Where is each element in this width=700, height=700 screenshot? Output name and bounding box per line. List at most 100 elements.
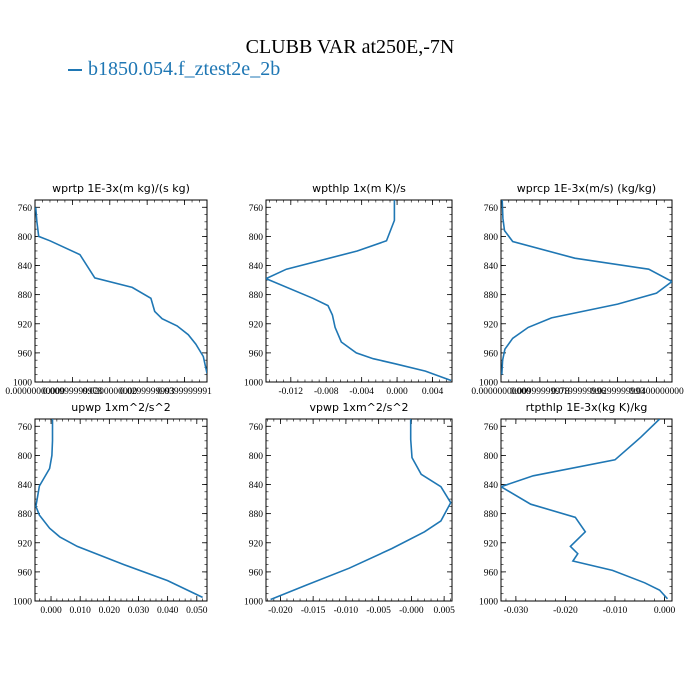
x-tick-label: 0.005 [433, 606, 455, 616]
series-line [270, 419, 452, 601]
x-tick-label: 0.010 [69, 606, 91, 616]
y-tick-label: 760 [484, 423, 499, 433]
y-tick-label: 800 [484, 233, 499, 243]
series-line [266, 200, 452, 382]
y-tick-label: 760 [18, 423, 33, 433]
y-tick-label: 920 [484, 320, 499, 330]
y-tick-label: 760 [484, 204, 499, 214]
y-tick-label: 880 [484, 510, 499, 520]
panel-title: wpthlp 1x(m K)/s [312, 182, 406, 195]
x-tick-label: 0.0200000000 [82, 387, 137, 397]
y-tick-label: 960 [484, 349, 499, 359]
y-tick-label: 960 [18, 568, 33, 578]
x-tick-label: -0.010 [603, 606, 628, 616]
x-tick-label: -0.005 [366, 606, 391, 616]
y-tick-label: 880 [18, 510, 33, 520]
x-tick-label: 0.020 [99, 606, 121, 616]
y-tick-label: 800 [249, 233, 264, 243]
x-tick-label: 0.000 [654, 606, 676, 616]
panel-1: wprtp 1E-3x(m kg)/(s kg) 760 800 840 880 920 9… [5, 182, 212, 397]
y-tick-label: 960 [249, 568, 264, 578]
x-tick-label: 0.0299999993 [590, 387, 645, 397]
y-tick-label: 880 [249, 291, 264, 301]
x-tick-label: -0.030 [504, 606, 529, 616]
y-tick-label: 920 [249, 320, 264, 330]
series-line [35, 419, 203, 599]
panel-2: wpthlp 1x(m K)/s 760 800 840 880 920 960 1000 -0… [244, 182, 453, 397]
panel-title: wprcp 1E-3x(m/s) (kg/kg) [517, 182, 656, 195]
x-tick-label: 0.0400000000 [629, 387, 684, 397]
y-tick-label: 880 [18, 291, 33, 301]
x-tick-label: 0.0399999991 [157, 387, 212, 397]
y-tick-label: 840 [18, 262, 33, 272]
x-tick-label: -0.010 [334, 606, 359, 616]
y-tick-label: 920 [484, 539, 499, 549]
y-tick-label: 760 [18, 204, 33, 214]
x-tick-label: -0.000 [399, 606, 424, 616]
panel-4: upwp 1xm^2/s^2 760 800 840 880 920 960 1000 0.00… [13, 401, 208, 616]
x-tick-label: 0.0299999993 [120, 387, 175, 397]
y-tick-label: 960 [484, 568, 499, 578]
y-tick-label: 840 [249, 262, 264, 272]
series-line [501, 419, 669, 600]
series-line [501, 200, 672, 375]
x-tick-label: 0.00000000000 [471, 387, 531, 397]
y-tick-label: 760 [249, 204, 264, 214]
y-tick-label: 800 [484, 452, 499, 462]
y-tick-label: 880 [484, 291, 499, 301]
legend-line-swatch [68, 69, 82, 72]
x-tick-label: 0.000 [386, 387, 408, 397]
x-tick-label: 0.040 [157, 606, 179, 616]
y-tick-label: 1000 [13, 379, 32, 389]
y-tick-label: 1000 [244, 379, 263, 389]
x-tick-label: 0.050 [186, 606, 208, 616]
y-tick-label: 880 [249, 510, 264, 520]
y-tick-label: 920 [18, 320, 33, 330]
y-tick-label: 1000 [479, 379, 498, 389]
y-tick-label: 1000 [13, 598, 32, 608]
x-tick-label: -0.020 [268, 606, 293, 616]
panel-3: wprcp 1E-3x(m/s) (kg/kg) 760 800 840 880 920 9… [471, 182, 684, 397]
series-line [35, 207, 207, 374]
y-tick-label: 800 [18, 452, 33, 462]
panel-title: upwp 1xm^2/s^2 [71, 401, 171, 414]
x-tick-label: 0.004 [422, 387, 444, 397]
x-tick-label: -0.020 [553, 606, 578, 616]
x-tick-label: 0.00999999978 [510, 387, 570, 397]
y-tick-label: 800 [249, 452, 264, 462]
y-tick-label: 920 [18, 539, 33, 549]
y-tick-label: 1000 [244, 598, 263, 608]
panel-frame [500, 199, 673, 383]
y-tick-label: 960 [18, 349, 33, 359]
y-tick-label: 1000 [479, 598, 498, 608]
x-tick-label: -0.012 [279, 387, 304, 397]
x-tick-label: 0.000 [40, 606, 62, 616]
x-tick-label: -0.015 [301, 606, 326, 616]
panel-5: vpwp 1xm^2/s^2 760 800 840 880 920 960 1000 -0.0… [244, 401, 455, 616]
panel-frame [34, 418, 208, 602]
panel-frame [500, 418, 673, 602]
figure-title: CLUBB VAR at250E,-7N [245, 36, 455, 58]
x-tick-label: -0.008 [314, 387, 339, 397]
x-tick-label: -0.004 [349, 387, 374, 397]
panel-frame [265, 199, 453, 383]
panel-frame [34, 199, 208, 383]
x-tick-label: 0.00999999978 [43, 387, 103, 397]
x-tick-label: 0.030 [128, 606, 150, 616]
panel-title: vpwp 1xm^2/s^2 [309, 401, 408, 414]
x-tick-label: 0.0199999996 [551, 387, 606, 397]
panel-6: rtpthlp 1E-3x(kg K)/kg 760 800 840 880 920 960… [479, 401, 676, 616]
panel-frame [265, 418, 453, 602]
y-tick-label: 960 [249, 349, 264, 359]
legend-label: b1850.054.f_ztest2e_2b [88, 58, 281, 80]
y-tick-label: 920 [249, 539, 264, 549]
y-tick-label: 760 [249, 423, 264, 433]
y-tick-label: 840 [484, 262, 499, 272]
y-tick-label: 800 [18, 233, 33, 243]
y-tick-label: 840 [18, 481, 33, 491]
y-tick-label: 840 [249, 481, 264, 491]
panel-title: rtpthlp 1E-3x(kg K)/kg [526, 401, 648, 414]
y-tick-label: 840 [484, 481, 499, 491]
legend: b1850.054.f_ztest2e_2b [68, 58, 280, 81]
